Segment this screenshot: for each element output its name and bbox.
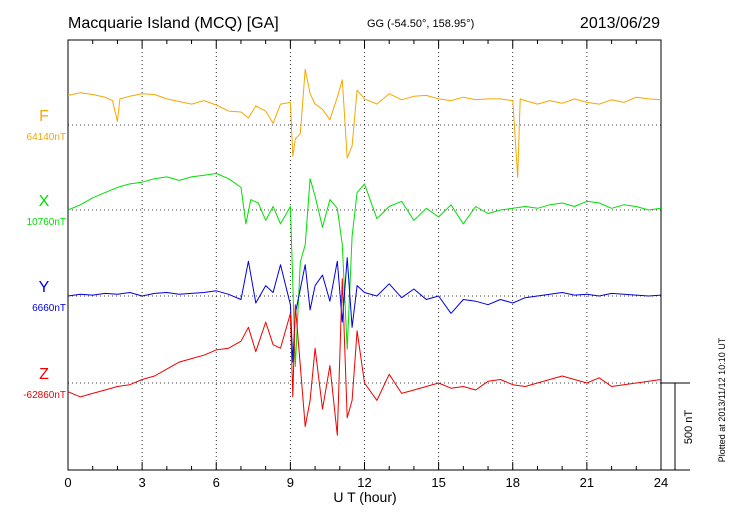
x-tick-label: 6 [213,475,220,490]
series-lines [67,68,662,436]
x-axis-label: U T (hour) [333,489,396,505]
series-name-f: F [39,108,49,125]
series-line-z [67,278,662,436]
series-line-f [67,68,662,178]
series-line-y [67,257,662,363]
series-baseline-x: 10760nT [27,217,66,228]
x-tick-label: 12 [357,475,371,490]
x-tick-label: 24 [654,475,668,490]
chart-date: 2013/06/29 [580,15,660,32]
x-tick-label: 21 [580,475,594,490]
series-baseline-z: -62860nT [23,390,66,401]
scale-bar-label: 500 nT [683,410,695,445]
x-tick-label: 3 [139,475,146,490]
series-labels: F 64140nT X 10760nT Y 6660nT Z -62860nT [23,108,66,401]
x-tick-label: 9 [287,475,294,490]
x-tick-label: 15 [431,475,445,490]
series-name-x: X [39,193,50,210]
series-baseline-f: 64140nT [27,132,66,143]
station-coords: GG (-54.50°, 158.95°) [367,18,474,30]
series-baseline-y: 6660nT [32,303,66,314]
series-name-y: Y [39,279,50,296]
series-line-x [67,173,662,368]
plotted-timestamp: Plotted at 2013/11/12 10:10 UT [717,337,727,462]
x-tick-label: 0 [64,475,71,490]
scale-bar: 500 nT [661,382,695,471]
chart-title: Macquarie Island (MCQ) [GA] [68,15,279,32]
series-name-z: Z [39,366,49,383]
x-tick-label: 18 [506,475,520,490]
x-axis-ticks: 0 3 6 9 12 15 18 21 24 [64,40,668,490]
grid [68,40,661,470]
